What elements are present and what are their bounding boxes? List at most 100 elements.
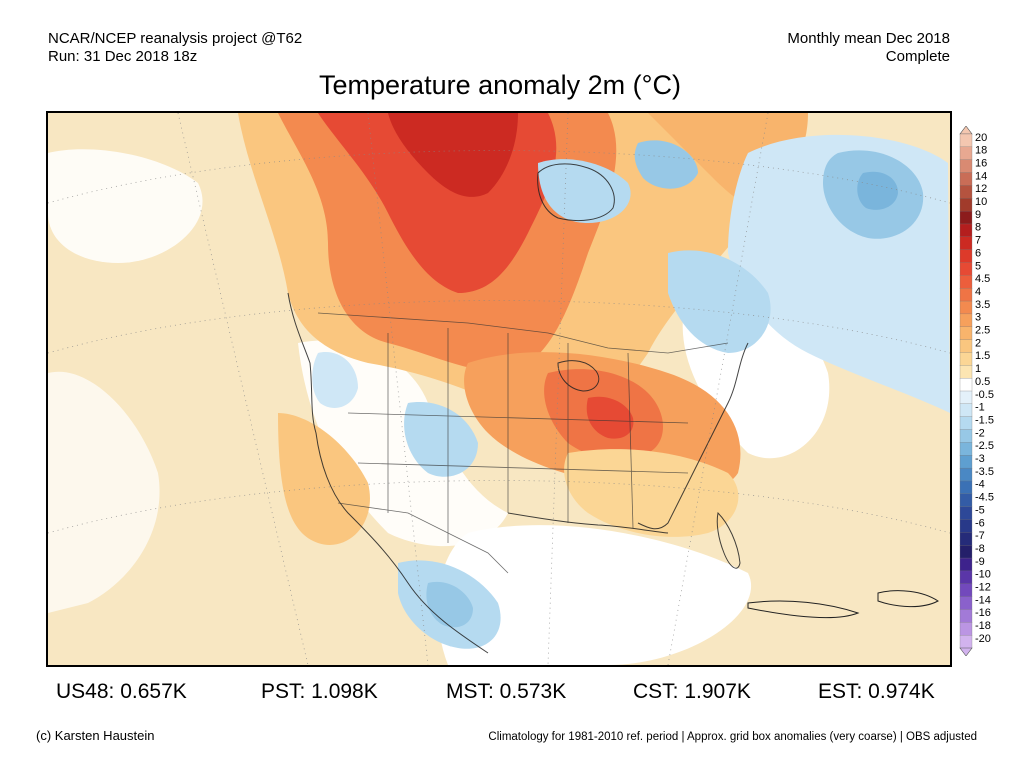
gulf-coast-outline [507, 512, 669, 534]
color-legend: 201816141210987654.543.532.521.510.5-0.5… [959, 126, 994, 656]
legend-swatch [959, 146, 973, 161]
legend-swatch [959, 403, 973, 418]
legend-label: -14 [975, 594, 991, 606]
legend-swatch [959, 198, 973, 212]
model-info: NCAR/NCEP reanalysis project @T62 [48, 30, 303, 47]
legend-top-arrow [959, 126, 973, 135]
legend-swatch [959, 236, 973, 251]
legend-label: 10 [975, 196, 987, 208]
legend-swatch [959, 506, 973, 520]
legend-label: 4 [975, 286, 981, 298]
legend-swatch [959, 377, 973, 392]
legend-swatch [959, 570, 973, 585]
legend-label: -4.5 [975, 492, 994, 504]
legend-swatch [959, 455, 973, 469]
florida-outline [716, 511, 741, 569]
legend-swatch [959, 352, 973, 366]
run-info: Run: 31 Dec 2018 18z [48, 48, 198, 65]
borders [317, 312, 729, 574]
stat-cst: CST: 1.907K [633, 680, 751, 703]
legend-swatch [959, 429, 973, 443]
coastlines [287, 163, 749, 654]
anomaly-hot-canada-center [388, 113, 518, 197]
legend-label: 1.5 [975, 350, 990, 362]
state-line-5 [627, 352, 634, 529]
legend-swatch [959, 532, 973, 546]
stat-est: EST: 0.974K [818, 680, 935, 703]
graticule [48, 113, 950, 665]
anomaly-cold-rockies [312, 352, 358, 408]
legend-swatch [959, 480, 973, 495]
legend-swatch [959, 390, 973, 405]
legend-label: 3 [975, 312, 981, 324]
west-coast-outline [287, 292, 489, 654]
legend-label: -6 [975, 517, 985, 529]
legend-label: 5 [975, 260, 981, 272]
legend-label: -1 [975, 402, 985, 414]
legend-label: 18 [975, 145, 987, 157]
latitude-line-1 [48, 150, 950, 204]
legend-swatch [959, 442, 973, 456]
anomaly-cold-quebec [634, 140, 698, 189]
legend-swatch [959, 300, 973, 315]
legend-swatch [959, 416, 973, 431]
legend-label: -1.5 [975, 414, 994, 426]
legend-swatch [959, 223, 973, 238]
anomaly-warm-southeast [564, 449, 739, 537]
legend-label: -16 [975, 607, 991, 619]
legend-swatch [959, 622, 973, 636]
longitude-line-3 [547, 113, 569, 665]
hispaniola-outline [877, 590, 939, 608]
stat-us48: US48: 0.657K [56, 680, 187, 703]
legend-label: 12 [975, 183, 987, 195]
stat-pst: PST: 1.098K [261, 680, 378, 703]
map-canvas [48, 113, 950, 665]
legend-label: 0.5 [975, 376, 990, 388]
anomaly-near-zero-pacific-north [48, 149, 203, 263]
legend-bottom-arrow [959, 647, 973, 656]
us-canada-border [317, 312, 729, 354]
methodology-note: Climatology for 1981-2010 ref. period | … [488, 731, 977, 743]
legend-swatch [959, 365, 973, 379]
legend-label: -7 [975, 530, 985, 542]
legend-swatch [959, 326, 973, 341]
cuba-outline [747, 600, 860, 619]
legend-swatch [959, 557, 973, 572]
legend-label: 9 [975, 209, 981, 221]
legend-swatch [959, 339, 973, 353]
legend-label: 1 [975, 363, 981, 375]
caribbean-islands [747, 590, 939, 619]
legend-swatch [959, 262, 973, 276]
legend-swatch [959, 133, 973, 148]
legend-label: 8 [975, 222, 981, 234]
hudson-bay-outline [537, 163, 615, 221]
legend-label: -8 [975, 543, 985, 555]
copyright: (c) Karsten Haustein [36, 728, 155, 743]
legend-swatch [959, 275, 973, 289]
legend-swatch [959, 210, 973, 225]
state-line-6 [347, 412, 689, 424]
map-title: Temperature anomaly 2m (°C) [319, 70, 681, 100]
legend-label: 4.5 [975, 273, 990, 285]
anomaly-cold-newengland [668, 250, 771, 353]
legend-label: 2.5 [975, 325, 990, 337]
anomaly-cold-colorado [404, 402, 478, 477]
legend-swatch [959, 545, 973, 559]
anomaly-hot-midwest-core [586, 396, 634, 439]
anomaly-near-zero-gulf [437, 525, 752, 665]
legend-swatch [959, 159, 973, 174]
legend-label: -18 [975, 620, 991, 632]
east-coast-outline [637, 342, 749, 530]
legend-swatch [959, 185, 973, 199]
legend-swatch [959, 467, 973, 482]
legend-swatch [959, 288, 973, 302]
legend-label: -2.5 [975, 440, 994, 452]
legend-swatch [959, 609, 973, 623]
legend-label: 14 [975, 170, 987, 182]
legend-swatch [959, 493, 973, 508]
legend-swatch [959, 172, 973, 186]
anomaly-cold-atlantic-center [857, 171, 898, 210]
latitude-line-3 [48, 480, 950, 534]
legend-label: 16 [975, 157, 987, 169]
legend-swatch [959, 519, 973, 533]
